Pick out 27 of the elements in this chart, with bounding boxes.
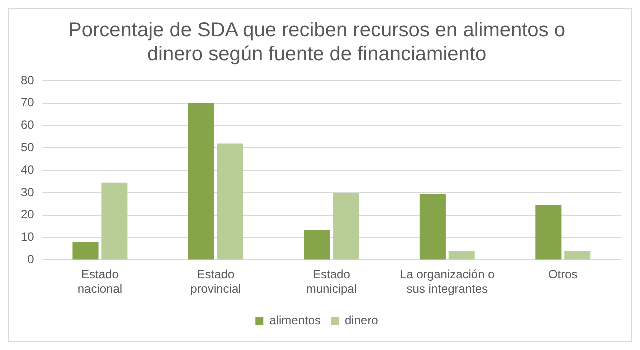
bar	[564, 251, 591, 260]
bar	[217, 144, 244, 260]
chart-title: Porcentaje de SDA que reciben recursos en alimentos o dinero según fuente de financiamiento	[68, 20, 566, 66]
bar	[304, 230, 330, 260]
y-tick-label: 70	[20, 96, 35, 110]
y-tick-label: 30	[20, 185, 35, 200]
bar	[448, 251, 475, 260]
y-tick-label: 10	[20, 230, 35, 244]
y-tick-label: 80	[20, 73, 35, 88]
y-tick-label: 50	[20, 140, 35, 155]
y-tick-label: 60	[20, 118, 35, 132]
x-tick-label: Otros	[548, 268, 578, 282]
bar	[72, 242, 99, 260]
legend-label: dinero	[345, 313, 379, 328]
y-tick-label: 20	[20, 208, 35, 222]
x-tick-label: Estado provincial	[190, 268, 242, 296]
y-tick-label: 40	[20, 162, 35, 177]
x-tick-label: Estado municipal	[306, 268, 358, 296]
y-tick-label: 0	[28, 252, 35, 267]
bar	[102, 182, 128, 260]
bar	[333, 193, 360, 260]
x-tick-label: La organización o sus integrantes	[400, 268, 496, 296]
bar	[420, 194, 446, 260]
legend-label: alimentos	[270, 313, 321, 328]
bar	[536, 205, 562, 260]
x-tick-label: Estado nacional	[78, 268, 123, 296]
bar	[188, 103, 214, 260]
